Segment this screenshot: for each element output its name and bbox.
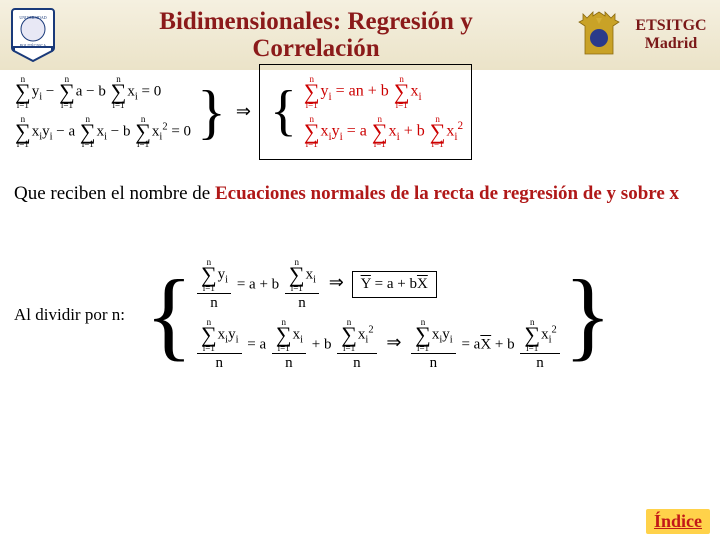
equation-left-system: n∑i=1yi − n∑i=1a − b n∑i=1xi = 0 n∑i=1xi… <box>14 69 191 155</box>
svg-text:UNIVERSIDAD: UNIVERSIDAD <box>19 15 46 20</box>
left-brace-icon: { <box>145 280 193 350</box>
implies-arrow: ⇒ <box>236 101 251 122</box>
inst-line-2: Madrid <box>628 35 714 53</box>
title-line-1: Bidimensionales: Regresión y <box>62 8 570 36</box>
slide-content: n∑i=1yi − n∑i=1a − b n∑i=1xi = 0 n∑i=1xi… <box>0 58 720 378</box>
slide-title: Bidimensionales: Regresión y Correlación <box>58 8 574 63</box>
para-highlight: Ecuaciones normales de la recta de regre… <box>215 183 679 204</box>
equation-right-boxed: { n∑i=1yi = an + b n∑i=1xi n∑i=1xiyi = a… <box>259 64 472 160</box>
right-brace-big-icon: } <box>564 280 612 350</box>
para-lead: Que reciben el nombre de <box>14 183 215 204</box>
etsitgc-crest-logo <box>574 6 624 64</box>
description-paragraph: Que reciben el nombre de Ecuaciones norm… <box>14 180 706 209</box>
right-brace-icon: } <box>197 88 226 136</box>
index-link[interactable]: Índice <box>646 509 710 534</box>
equation-system-top: n∑i=1yi − n∑i=1a − b n∑i=1xi = 0 n∑i=1xi… <box>14 64 706 160</box>
bottom-left-system: n∑i=1yin = a + b n∑i=1xin ⇒ Y = a + bX n… <box>195 252 562 378</box>
svg-text:POLITÉCNICA: POLITÉCNICA <box>20 43 46 48</box>
equation-system-bottom: Al dividir por n: { n∑i=1yin = a + b n∑i… <box>14 252 706 378</box>
inst-line-1: ETSITGC <box>628 17 714 35</box>
upm-shield-logo: UNIVERSIDAD POLITÉCNICA <box>8 5 58 65</box>
institution-label: ETSITGC Madrid <box>628 17 714 52</box>
divide-lead: Al dividir por n: <box>14 305 125 325</box>
